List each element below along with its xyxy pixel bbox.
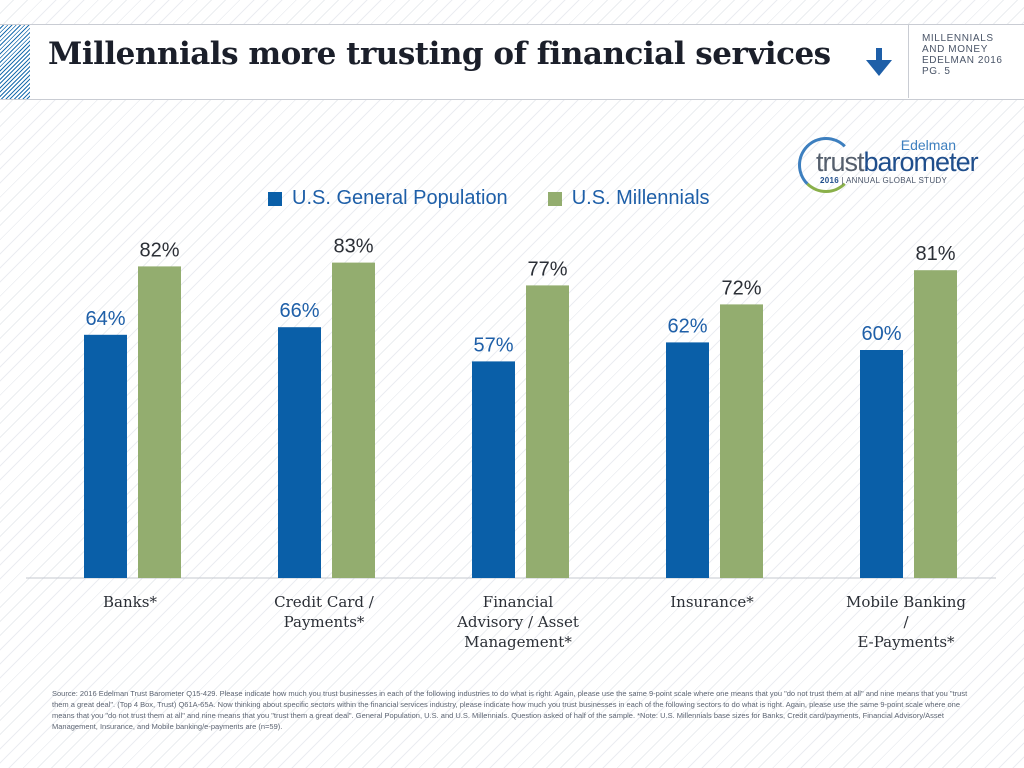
legend-item-general: U.S. General Population <box>268 187 508 210</box>
header-divider <box>908 24 909 98</box>
logo-subtitle: 2016 | ANNUAL GLOBAL STUDY <box>820 176 948 185</box>
bar-general <box>666 342 709 578</box>
logo-ring <box>798 137 854 193</box>
logo-subtitle-text: ANNUAL GLOBAL STUDY <box>845 176 948 185</box>
data-label: 77% <box>527 258 567 280</box>
category-label: Banks* <box>103 593 157 611</box>
data-label: 82% <box>139 239 179 261</box>
category-label: Insurance* <box>670 593 754 611</box>
page-title: Millennials more trusting of financial s… <box>48 36 831 72</box>
category-label: Mobile Banking <box>846 593 966 611</box>
bar-millennials <box>332 262 375 578</box>
category-label: / <box>903 613 909 631</box>
arrow-down-right-icon <box>866 48 892 76</box>
logo-brand: Edelman <box>900 137 956 153</box>
data-label: 62% <box>667 315 707 337</box>
legend-label-millennials: U.S. Millennials <box>571 187 710 209</box>
bar-millennials <box>138 266 181 578</box>
category-label: Advisory / Asset <box>456 613 579 631</box>
header-bar <box>0 24 1024 100</box>
data-label: 60% <box>861 323 901 345</box>
bar-general <box>860 350 903 578</box>
source-footnote: Source: 2016 Edelman Trust Barometer Q15… <box>52 689 968 731</box>
meta-line: PG. 5 <box>922 66 951 77</box>
category-label: E-Payments* <box>857 633 955 651</box>
category-label: Payments* <box>284 613 365 631</box>
legend-swatch-general <box>268 191 282 206</box>
category-label: Management* <box>464 633 572 651</box>
meta-line: AND MONEY <box>922 44 988 55</box>
bar-general <box>472 361 515 578</box>
bar-general <box>278 327 321 578</box>
data-label: 81% <box>915 243 955 265</box>
data-label: 83% <box>333 236 373 258</box>
bar-millennials <box>720 304 763 578</box>
logo-word-light: trust <box>816 147 865 177</box>
data-label: 57% <box>473 334 513 356</box>
trust-barometer-logo: Edelman trustbarometer 2016 | ANNUAL GLO… <box>798 133 979 193</box>
data-label: 72% <box>721 277 761 299</box>
category-label: Credit Card / <box>274 593 375 611</box>
logo-word: trustbarometer <box>816 147 979 178</box>
bar-millennials <box>914 270 957 578</box>
legend-label-general: U.S. General Population <box>292 187 508 209</box>
report-meta: MILLENNIALS AND MONEY EDELMAN 2016 PG. 5 <box>922 33 1003 77</box>
bar-millennials <box>526 285 569 578</box>
category-label: Financial <box>483 593 554 611</box>
logo-word-bold: barometer <box>863 147 979 177</box>
bar-chart: 64% 82% Banks* 66% 83% Credit Card / Payments*… <box>26 236 996 651</box>
bar-general <box>84 334 127 578</box>
meta-line: EDELMAN 2016 <box>922 55 1003 66</box>
meta-line: MILLENNIALS <box>922 33 994 44</box>
chart-legend: U.S. General Population U.S. Millennials <box>268 187 750 210</box>
data-label: 66% <box>279 300 319 322</box>
logo-year: 2016 <box>820 176 839 185</box>
header-stripe <box>0 25 30 99</box>
legend-item-millennials: U.S. Millennials <box>547 187 710 210</box>
legend-swatch-millennials <box>547 191 562 206</box>
data-label: 64% <box>85 308 125 330</box>
